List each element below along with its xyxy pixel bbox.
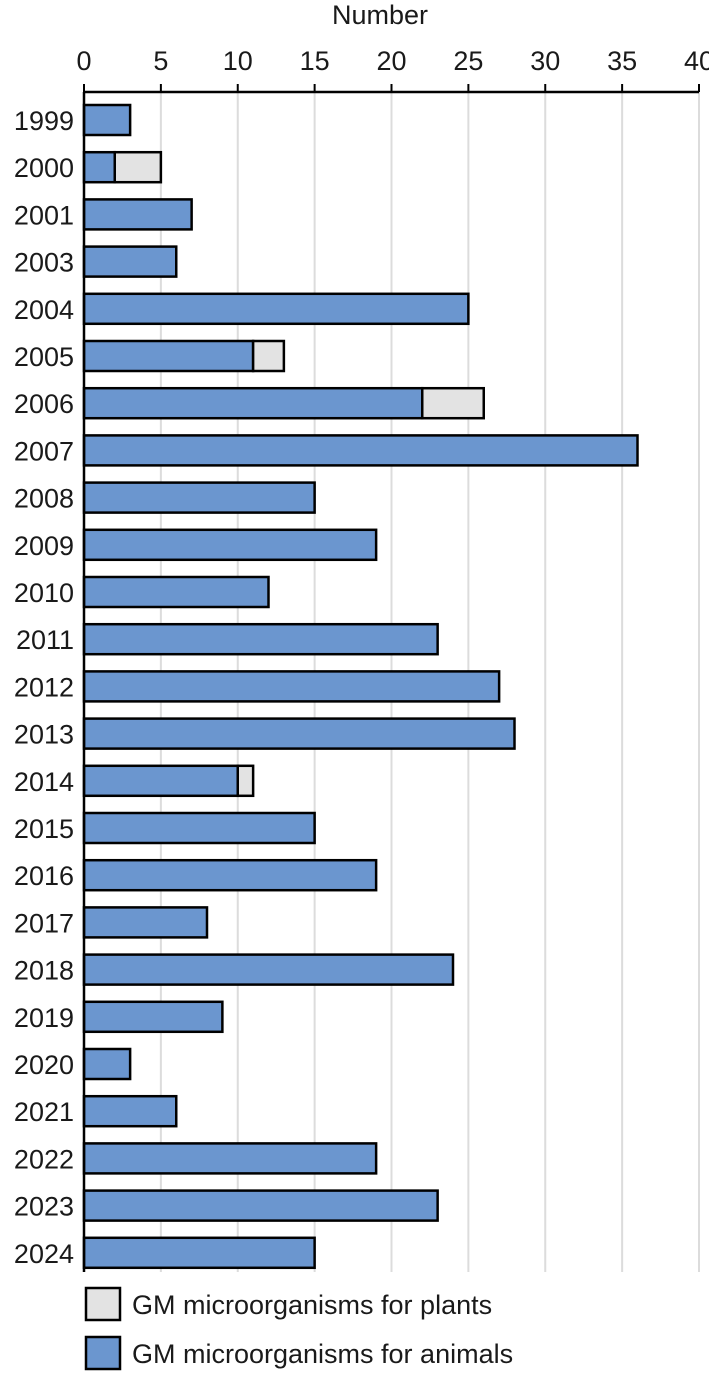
legend: GM microorganisms for plants GM microorga… xyxy=(84,1286,513,1371)
y-tick-label: 2021 xyxy=(14,1097,74,1127)
bar-segment xyxy=(82,1189,439,1222)
y-tick-label: 2000 xyxy=(14,153,74,183)
bar-segment xyxy=(82,953,455,986)
legend-label: GM microorganisms for animals xyxy=(132,1339,513,1369)
bar-segment xyxy=(82,811,316,845)
y-tick-label: 2016 xyxy=(14,861,74,891)
bar-segment xyxy=(82,292,470,326)
bar-segment xyxy=(82,1142,378,1175)
bar-segment xyxy=(82,575,270,609)
y-tick-label: 2008 xyxy=(14,484,74,514)
bar-segment xyxy=(82,103,132,137)
bar-segment xyxy=(251,339,286,373)
legend-swatch xyxy=(84,1335,122,1371)
x-tick-label: 10 xyxy=(223,46,253,76)
bar-segment xyxy=(82,670,501,703)
y-tick-label: 1999 xyxy=(14,106,74,136)
bar-segment xyxy=(82,1236,316,1270)
bar-segment xyxy=(82,481,316,514)
y-tick-label: 2018 xyxy=(14,956,74,986)
bar-segment xyxy=(82,1000,224,1034)
y-tick-label: 2013 xyxy=(14,720,74,750)
bar-segment xyxy=(236,764,255,798)
y-tick-label: 2007 xyxy=(14,436,74,466)
y-tick-label: 2009 xyxy=(14,531,74,561)
legend-swatch xyxy=(84,1286,122,1322)
y-tick-label: 2003 xyxy=(14,248,74,278)
x-tick-label: 5 xyxy=(153,46,168,76)
y-tick-label: 2024 xyxy=(14,1239,74,1269)
y-tick-label: 2012 xyxy=(14,672,74,702)
bar-segment xyxy=(82,622,439,656)
y-tick-label: 2019 xyxy=(14,1003,74,1033)
y-tick-label: 2001 xyxy=(14,200,74,230)
y-tick-label: 2004 xyxy=(14,295,74,325)
y-tick-label: 2006 xyxy=(14,389,74,419)
bar-segment xyxy=(82,245,178,278)
bar-segment xyxy=(82,528,378,562)
bar-segment xyxy=(82,1047,132,1081)
x-tick-label: 30 xyxy=(530,46,560,76)
bar-segment xyxy=(82,906,209,939)
y-tick-label: 2015 xyxy=(14,814,74,844)
y-tick-label: 2017 xyxy=(14,908,74,938)
bar-segment xyxy=(82,434,639,467)
y-tick-label: 2010 xyxy=(14,578,74,608)
bar-segment xyxy=(82,198,193,231)
x-axis-title: Number xyxy=(332,0,428,30)
x-tick-label: 25 xyxy=(453,46,483,76)
bar-segment xyxy=(82,1094,178,1128)
legend-label: GM microorganisms for plants xyxy=(132,1290,492,1320)
bar-segment xyxy=(82,386,424,420)
y-tick-label: 2023 xyxy=(14,1192,74,1222)
y-tick-label: 2005 xyxy=(14,342,74,372)
bar-segment xyxy=(82,339,255,373)
x-tick-label: 15 xyxy=(300,46,330,76)
y-tick-label: 2014 xyxy=(14,767,74,797)
bar-segment xyxy=(82,858,378,892)
bars xyxy=(82,103,639,1270)
y-tick-label: 2011 xyxy=(16,625,74,655)
y-tick-label: 2020 xyxy=(14,1050,74,1080)
x-tick-label: 0 xyxy=(76,46,91,76)
x-tick-label: 35 xyxy=(607,46,637,76)
bar-segment xyxy=(113,150,163,184)
x-tick-label: 20 xyxy=(376,46,406,76)
axes: 0 5 10 15 20 25 30 35 40 1999 2000 2001 2003 2004 2005… xyxy=(14,46,709,1272)
bar-segment xyxy=(82,717,516,750)
y-tick-label: 2022 xyxy=(14,1144,74,1174)
bar-segment xyxy=(82,150,116,184)
bar-segment xyxy=(82,764,239,798)
bar-segment xyxy=(421,386,485,420)
x-tick-label: 40 xyxy=(684,46,709,76)
